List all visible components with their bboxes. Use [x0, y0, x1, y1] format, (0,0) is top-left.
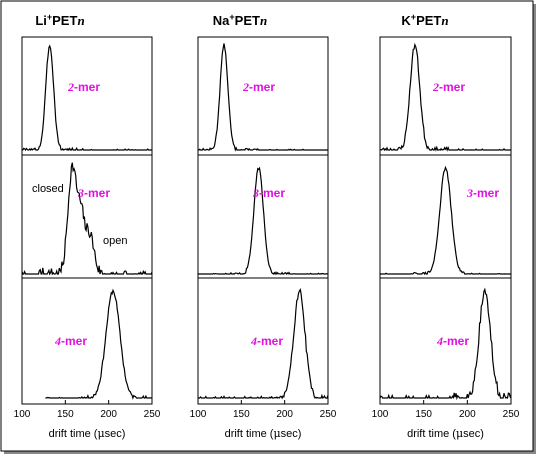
x-tick-label: 200 — [459, 409, 476, 420]
panel-box — [197, 36, 329, 405]
trace-3-mer — [21, 162, 153, 276]
x-tick-label: 150 — [233, 409, 250, 420]
panels: Li+PETn 100 150 200 250 drift time (μsec) 2-me… — [14, 12, 520, 440]
x-tick-label: 150 — [415, 409, 432, 420]
x-tick-label: 100 — [372, 409, 389, 420]
panel-na: Na+PETn 100 150 200 250 drift time (μsec) 2-me… — [190, 12, 337, 440]
x-tick-label: 150 — [57, 409, 74, 420]
trace-4-mer — [198, 287, 329, 400]
annotation-closed: closed — [32, 183, 64, 195]
trace-4-mer — [45, 288, 152, 400]
trace-3-mer — [379, 165, 511, 276]
series-label: 2-mer — [242, 80, 275, 94]
panel-box — [379, 36, 512, 405]
x-tick-label: 200 — [100, 409, 117, 420]
series-label: 2-mer — [67, 80, 100, 94]
panel-box — [21, 36, 153, 405]
x-tick-label: 250 — [320, 409, 337, 420]
series-label: 3-mer — [252, 186, 285, 200]
series-label: 2-mer — [432, 80, 465, 94]
series-label: 4-mer — [54, 334, 87, 348]
x-tick-label: 250 — [144, 409, 161, 420]
series-label: 4-mer — [250, 334, 283, 348]
x-tick-label: 200 — [276, 409, 293, 420]
x-axis-label: drift time (μsec) — [407, 427, 484, 440]
panel-li: Li+PETn 100 150 200 250 drift time (μsec) 2-me… — [14, 12, 161, 440]
x-tick-label: 100 — [14, 409, 31, 420]
trace-2-mer — [198, 43, 328, 152]
trace-2-mer — [21, 44, 152, 152]
x-axis-label: drift time (μsec) — [225, 427, 302, 440]
trace-3-mer — [197, 166, 328, 276]
series-label: 3-mer — [77, 186, 110, 200]
x-tick-label: 100 — [190, 409, 207, 420]
series-label: 4-mer — [436, 334, 469, 348]
annotation-open: open — [103, 235, 127, 247]
panel-title: K+PETn — [401, 12, 448, 28]
trace-2-mer — [379, 42, 511, 152]
panel-title: Na+PETn — [213, 12, 267, 28]
series-label: 3-mer — [466, 186, 499, 200]
x-axis-label: drift time (μsec) — [49, 427, 126, 440]
panel-k: K+PETn 100 150 200 250 drift time (μsec) 2-mer… — [372, 12, 520, 440]
trace-4-mer — [379, 287, 512, 401]
panel-title: Li+PETn — [35, 12, 84, 28]
x-tick-label: 250 — [503, 409, 520, 420]
